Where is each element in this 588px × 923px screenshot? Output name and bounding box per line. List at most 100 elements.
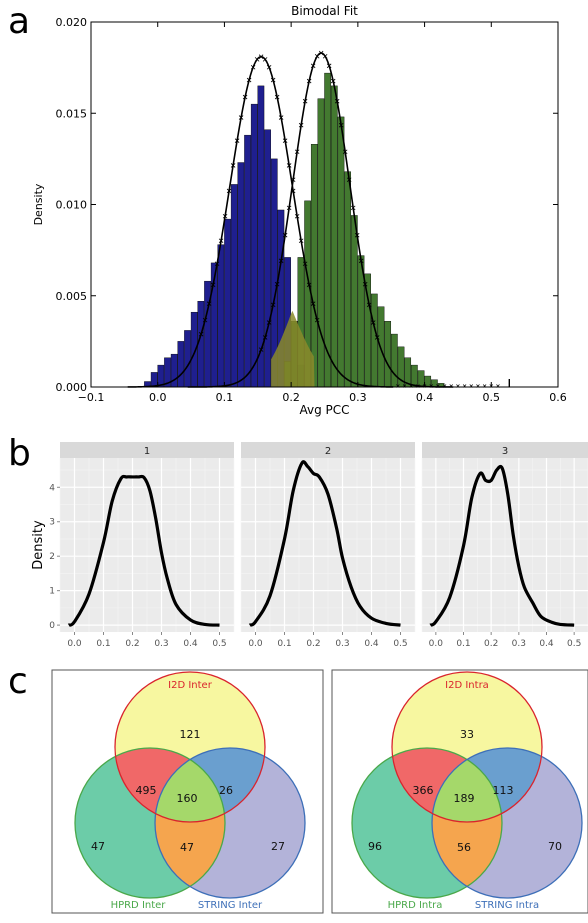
- fit-marker: [274, 94, 280, 100]
- y-axis-label: Density: [31, 520, 46, 570]
- x-tick-label: 0.1: [277, 639, 291, 649]
- i2d-circle-outline: [391, 671, 543, 823]
- region-count-hprd-string: 56: [457, 841, 471, 854]
- x-tick-label: 0.0: [248, 639, 263, 649]
- fit-marker: [286, 205, 292, 211]
- histogram-bar: [364, 273, 371, 388]
- hprd-circle-outline: [74, 747, 226, 899]
- y-tick-label: 0.010: [56, 199, 88, 212]
- x-tick-label: 0.1: [216, 391, 234, 404]
- region-all-inner: [432, 748, 502, 822]
- region-all: [155, 748, 225, 822]
- fit-marker: [306, 282, 312, 288]
- fit-marker: [346, 177, 352, 183]
- histogram-bar: [310, 144, 318, 388]
- fit-marker: [266, 64, 272, 70]
- fit-marker: [234, 138, 240, 143]
- histogram-bar: [324, 72, 331, 388]
- x-tick-label: 0.2: [125, 639, 139, 649]
- region-fill: [155, 748, 225, 822]
- fit-marker: [270, 77, 276, 83]
- overlap-area: [271, 310, 315, 387]
- fit-marker: [294, 213, 300, 219]
- fit-marker: [302, 261, 308, 267]
- y-tick-label: 0.005: [56, 290, 88, 303]
- fit-marker: [310, 301, 316, 306]
- x-tick-label: 0.5: [483, 391, 501, 404]
- fit-marker: [278, 115, 284, 120]
- venn-diagram-1: 121 495 26 160 47 47 27 I2D Inter HPRD Inter STRI…: [51, 669, 324, 914]
- fit-marker: [326, 63, 332, 69]
- facet-strip: [60, 442, 234, 458]
- histogram-bar: [177, 341, 185, 388]
- fit-marker: [314, 53, 320, 59]
- y-tick-label: 2: [49, 552, 55, 562]
- fit-marker: [206, 301, 212, 306]
- fit-marker: [294, 149, 300, 155]
- x-tick-label: 0.4: [364, 639, 379, 649]
- fit-marker: [350, 205, 356, 211]
- histogram-bar: [337, 116, 345, 388]
- x-tick-label: 0.3: [154, 639, 168, 649]
- y-axis-label: Density: [32, 183, 45, 225]
- histogram-bar: [431, 379, 438, 388]
- histogram-bar: [411, 364, 418, 388]
- fit-marker: [338, 122, 344, 128]
- x-tick-label: 0.6: [549, 391, 567, 404]
- fit-marker: [374, 335, 380, 340]
- fit-marker: [278, 258, 284, 264]
- fit-marker: [362, 281, 368, 287]
- density-line-1: [67, 474, 220, 627]
- region-count-hprd-string: 47: [180, 841, 194, 854]
- fit-marker: [226, 188, 232, 194]
- facet-strip-label: 1: [144, 446, 150, 457]
- facet-strip-label: 2: [325, 446, 331, 457]
- fit-marker: [254, 57, 260, 62]
- histogram-bar: [317, 98, 325, 388]
- set-label-i2d: I2D Intra: [445, 680, 489, 691]
- x-axis-label: Avg PCC: [299, 403, 349, 417]
- x-tick-label: −0.1: [78, 391, 105, 404]
- i2d-circle-outline: [114, 671, 266, 823]
- x-tick-label: 0.4: [416, 391, 434, 404]
- region-count-all: 160: [177, 792, 198, 805]
- y-tick-label: 4: [49, 483, 55, 493]
- fit-marker: [262, 335, 268, 340]
- fit-marker: [202, 317, 208, 323]
- region-fill: [432, 748, 502, 822]
- density-facet-chart: 1 0.0 0.1 0.2 0.3 0.4 0.5 0 1 2 3 4 2 0.0 0.1 0.2 0.3 0.4…: [31, 442, 588, 649]
- histogram-bar: [217, 244, 225, 388]
- fit-marker: [266, 320, 272, 325]
- histogram-bar: [197, 301, 205, 388]
- x-tick-label: 0.0: [429, 639, 444, 649]
- fit-marker: [322, 53, 328, 59]
- x-tick-label: 0.5: [212, 639, 226, 649]
- y-tick-label: 0.020: [56, 16, 88, 29]
- x-tick-label: 0.0: [149, 391, 167, 404]
- fit-marker: [286, 163, 292, 168]
- histogram-bar: [244, 134, 251, 388]
- string-circle-outline: [154, 747, 306, 899]
- fit-marker: [238, 115, 244, 120]
- fit-marker: [282, 232, 288, 238]
- region-count-i2d-string: 26: [219, 784, 233, 797]
- histogram-bar: [350, 215, 358, 388]
- fit-marker: [270, 302, 276, 308]
- x-tick-label: 0.2: [282, 391, 300, 404]
- y-tick-label: 3: [49, 518, 55, 528]
- fit-marker: [250, 64, 256, 70]
- x-tick-label: 0.4: [539, 639, 554, 649]
- region-all-inner: [155, 748, 225, 822]
- fit-marker: [258, 347, 264, 352]
- histogram-bar: [371, 293, 378, 388]
- y-tick-label: 0.000: [56, 381, 88, 394]
- region-count-hprd-only: 96: [368, 840, 382, 853]
- fit-marker: [366, 302, 372, 308]
- x-tick-label: 0.0: [67, 639, 82, 649]
- fit-marker: [358, 258, 364, 264]
- set-label-hprd: HPRD Inter: [111, 900, 167, 911]
- histogram-bar: [230, 184, 238, 388]
- fit-marker: [302, 98, 308, 104]
- fit-marker: [342, 149, 348, 155]
- set-label-i2d: I2D Inter: [168, 680, 213, 691]
